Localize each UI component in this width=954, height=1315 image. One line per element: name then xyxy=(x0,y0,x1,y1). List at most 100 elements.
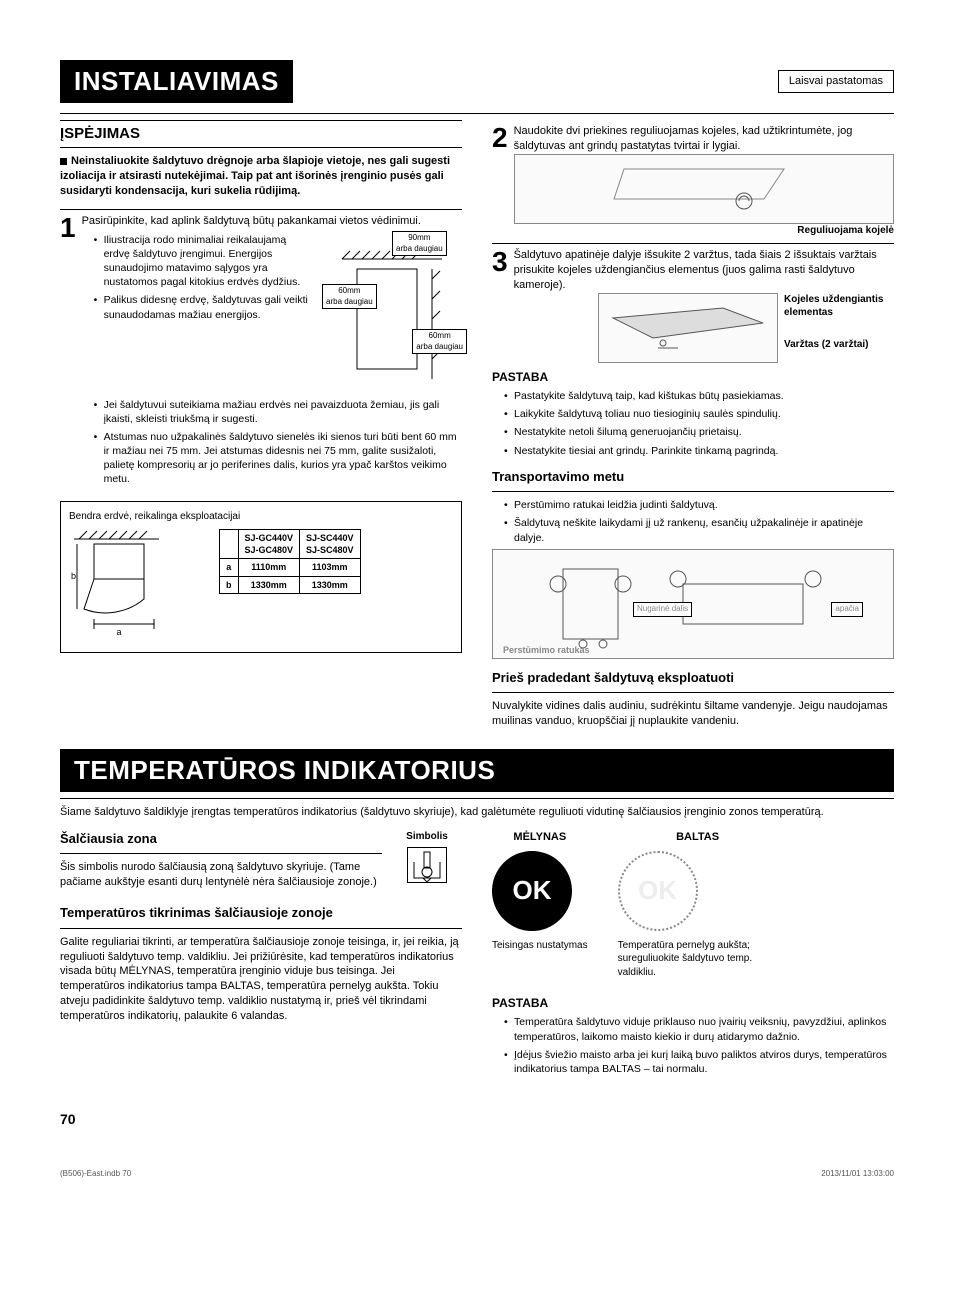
row-a: a xyxy=(220,559,239,576)
ormore1: arba daugiau xyxy=(396,244,443,253)
before-text: Nuvalykite vidines dalis audiniu, sudrėk… xyxy=(492,699,894,729)
space-table-box: Bendra erdvė, reikalinga eksploatacijai … xyxy=(60,501,462,653)
b1: 1330mm xyxy=(238,576,300,593)
carry-label2: apačia xyxy=(831,602,863,617)
carry-label3: Perstūmimo ratukas xyxy=(503,644,590,656)
foot-svg xyxy=(604,159,804,219)
install-title: INSTALIAVIMAS xyxy=(60,60,293,103)
step1-b4: Atstumas nuo užpakalinės šaldytuvo siene… xyxy=(94,430,462,487)
step1-b2: Palikus didesnę erdvę, šaldytuvas gali v… xyxy=(94,293,314,321)
page-number: 70 xyxy=(60,1110,894,1129)
a2: 1103mm xyxy=(300,559,361,576)
ok-blue-badge: OK xyxy=(492,851,572,931)
step-1-num: 1 xyxy=(60,214,76,491)
space-table-title: Bendra erdvė, reikalinga eksploatacijai xyxy=(69,510,453,524)
th-col1: SJ-GC440V SJ-GC480V xyxy=(238,530,300,559)
transport-list: Perstūmimo ratukai leidžia judinti šaldy… xyxy=(492,498,894,545)
note1-b4: Nestatykite tiesiai ant grindų. Parinkit… xyxy=(504,444,894,458)
transport-b1: Perstūmimo ratukai leidžia judinti šaldy… xyxy=(504,498,894,512)
clear-back-box: 60mmarba daugiau xyxy=(412,329,467,355)
step1-b1: Iliustracija rodo minimaliai reikalaujam… xyxy=(94,233,314,290)
left-column: ĮSPĖJIMAS Neinstaliuokite šaldytuvo drėg… xyxy=(60,120,462,729)
clear-side-box: 60mmarba daugiau xyxy=(322,284,377,310)
clear-back-val: 60mm xyxy=(429,331,451,340)
note1-b2: Laikykite šaldytuvą toliau nuo tiesiogin… xyxy=(504,407,894,421)
ok-row: MĖLYNAS OK Teisingas nustatymas BALTAS O… xyxy=(492,830,894,979)
transport-heading: Transportavimo metu xyxy=(492,468,894,486)
a1: 1110mm xyxy=(238,559,300,576)
step-2-text: Naudokite dvi priekines reguliuojamas ko… xyxy=(514,124,894,154)
transport-b2: Šaldytuvą neškite laikydami jį už ranken… xyxy=(504,516,894,544)
step-1-body: Pasirūpinkite, kad aplink šaldytuvą būtų… xyxy=(82,214,462,491)
before-heading: Prieš pradedant šaldytuvą eksploatuoti xyxy=(492,669,894,687)
divider6 xyxy=(60,928,462,929)
step-2-num: 2 xyxy=(492,124,508,237)
divider2 xyxy=(492,491,894,492)
temp-n1: Temperatūra šaldytuvo viduje priklauso n… xyxy=(504,1015,894,1043)
note1-b1: Pastatykite šaldytuvą taip, kad kištukas… xyxy=(504,389,894,403)
thermometer-icon xyxy=(407,847,447,883)
right-column: 2 Naudokite dvi priekines reguliuojamas … xyxy=(492,120,894,729)
ok-white-col: BALTAS OK Temperatūra pernelyg aukšta; s… xyxy=(618,830,778,979)
th-col2: SJ-SC440V SJ-SC480V xyxy=(300,530,361,559)
ok-cap2: Temperatūra pernelyg aukšta; sureguliuok… xyxy=(618,939,778,980)
freestanding-badge: Laisvai pastatomas xyxy=(778,70,894,93)
note1-title: PASTABA xyxy=(492,369,894,385)
step-1: 1 Pasirūpinkite, kad aplink šaldytuvą bū… xyxy=(60,209,462,491)
install-columns: ĮSPĖJIMAS Neinstaliuokite šaldytuvo drėg… xyxy=(60,120,894,729)
ok-cap1: Teisingas nustatymas xyxy=(492,939,588,953)
step-1-bullets-b: Jei šaldytuvui suteikiama mažiau erdvės … xyxy=(82,398,462,487)
clear-top-box: 90mm arba daugiau xyxy=(392,231,447,257)
step-3: 3 Šaldytuvo apatinėje dalyje išsukite 2 … xyxy=(492,243,894,363)
divider3 xyxy=(492,692,894,693)
temp-section: TEMPERATŪROS INDIKATORIUS Šiame šaldytuv… xyxy=(60,749,894,1080)
temp-note-list: Temperatūra šaldytuvo viduje priklauso n… xyxy=(492,1015,894,1076)
step-1-bullets-a: Iliustracija rodo minimaliai reikalaujam… xyxy=(82,233,314,394)
footer-right: 2013/11/01 13:03:00 xyxy=(821,1169,894,1180)
ok-text2: OK xyxy=(638,873,677,908)
coldest-text: Šis simbolis nurodo šalčiausią zoną šald… xyxy=(60,860,382,890)
dim-a: a xyxy=(116,627,121,637)
temp-note-title: PASTABA xyxy=(492,995,894,1011)
cover-svg xyxy=(603,298,773,358)
divider xyxy=(60,113,894,114)
clear-top-val: 90mm xyxy=(408,233,430,242)
foot-callout: Reguliuojama kojelė xyxy=(514,224,894,238)
dim-b: b xyxy=(71,571,76,581)
symbol-block: Simbolis xyxy=(392,830,462,884)
temp-right: MĖLYNAS OK Teisingas nustatymas BALTAS O… xyxy=(492,830,894,1080)
clearance-row: Iliustracija rodo minimaliai reikalaujam… xyxy=(82,229,462,394)
b2: 1330mm xyxy=(300,576,361,593)
install-banner-row: INSTALIAVIMAS Laisvai pastatomas xyxy=(60,60,894,103)
door-swing-diagram: a b xyxy=(69,529,209,644)
temp-title: TEMPERATŪROS INDIKATORIUS xyxy=(60,749,894,792)
ok-text1: OK xyxy=(513,873,552,908)
note1-b3: Nestatykite netoli šilumą generuojančių … xyxy=(504,425,894,439)
white-label: BALTAS xyxy=(618,830,778,845)
check-text: Galite reguliariai tikrinti, ar temperat… xyxy=(60,935,462,1024)
carry-label1: Nugarinė dalis xyxy=(633,602,692,617)
warning-body: Neinstaliuokite šaldytuvo drėgnoje arba … xyxy=(60,154,462,199)
step-1-lead: Pasirūpinkite, kad aplink šaldytuvą būtų… xyxy=(82,214,462,229)
carry-svg xyxy=(543,554,843,654)
clearance-diagram: 90mmarba daugiau 60mmarba daugiau 60mmar… xyxy=(322,229,462,394)
cover-callout1: Kojeles uždengiantis elementas xyxy=(784,293,894,320)
warning-heading: ĮSPĖJIMAS xyxy=(60,120,462,148)
divider5 xyxy=(60,853,382,854)
warning-body-text: Neinstaliuokite šaldytuvo drėgnoje arba … xyxy=(60,155,450,197)
dims-table: SJ-GC440V SJ-GC480VSJ-SC440V SJ-SC480V a… xyxy=(219,529,361,594)
ormore2: arba daugiau xyxy=(326,297,373,306)
cover-callouts: Kojeles uždengiantis elementas Varžtas (… xyxy=(784,293,894,352)
cover-diagram xyxy=(598,293,778,363)
step1-b3: Jei šaldytuvui suteikiama mažiau erdvės … xyxy=(94,398,462,426)
print-footer: (B506)-East.indb 70 2013/11/01 13:03:00 xyxy=(60,1169,894,1180)
cover-callout2: Varžtas (2 varžtai) xyxy=(784,338,894,352)
step-2-body: Naudokite dvi priekines reguliuojamas ko… xyxy=(514,124,894,237)
row-b: b xyxy=(220,576,239,593)
temp-intro: Šiame šaldytuvo šaldiklyje įrengtas temp… xyxy=(60,805,894,820)
step-3-text: Šaldytuvo apatinėje dalyje išsukite 2 va… xyxy=(514,248,894,293)
footer-left: (B506)-East.indb 70 xyxy=(60,1169,131,1180)
divider4 xyxy=(60,798,894,799)
step-2: 2 Naudokite dvi priekines reguliuojamas … xyxy=(492,120,894,237)
door-swing-svg: a b xyxy=(69,529,209,639)
